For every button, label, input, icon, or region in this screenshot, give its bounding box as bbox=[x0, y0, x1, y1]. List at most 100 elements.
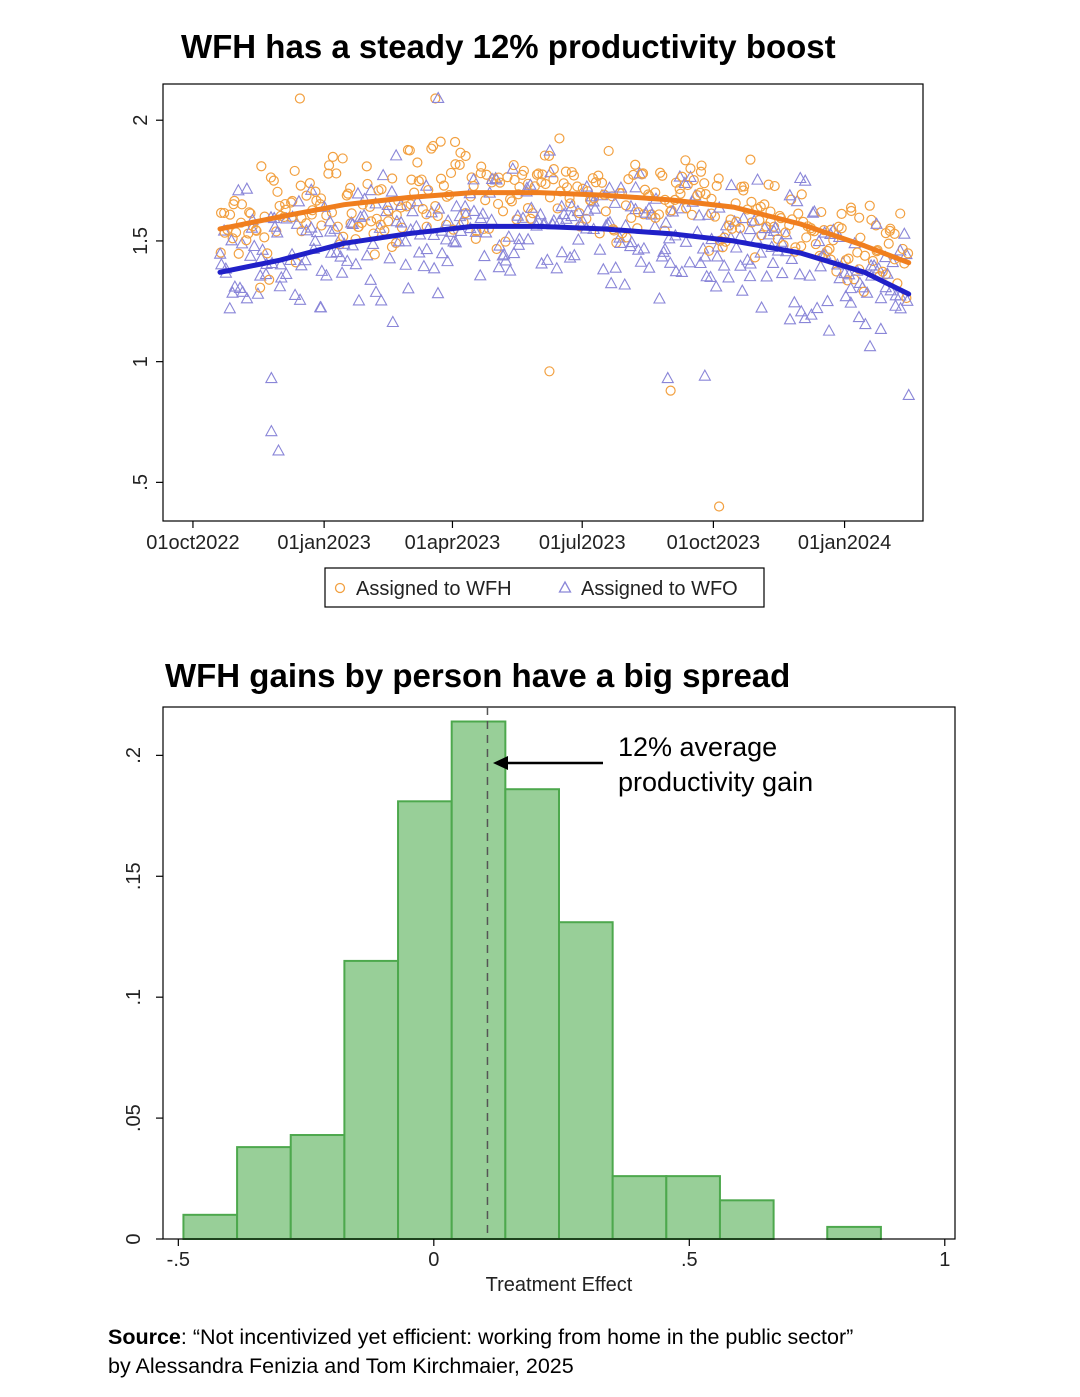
wfo-point bbox=[659, 216, 673, 228]
wfo-point bbox=[881, 267, 894, 279]
wfo-point bbox=[349, 257, 363, 270]
wfo-point bbox=[459, 207, 473, 220]
wfo-point bbox=[352, 293, 366, 306]
wfo-point bbox=[653, 291, 666, 304]
histogram-bar bbox=[558, 921, 614, 1241]
wfo-point bbox=[441, 254, 454, 267]
wfh-point bbox=[637, 168, 649, 179]
wfh-point bbox=[864, 200, 875, 211]
wfo-point bbox=[427, 261, 441, 274]
wfh-point bbox=[497, 206, 509, 217]
annotation-line2: productivity gain bbox=[618, 767, 813, 797]
wfo-point bbox=[534, 207, 547, 220]
wfh-point bbox=[315, 193, 327, 204]
wfo-point bbox=[369, 285, 383, 297]
wfh-point bbox=[475, 168, 486, 179]
wfo-point bbox=[236, 285, 250, 297]
wfh-point bbox=[435, 173, 447, 184]
wfo-point bbox=[629, 202, 642, 215]
wfo-point bbox=[704, 270, 717, 283]
wfo-point bbox=[897, 227, 911, 239]
wfh-point bbox=[450, 159, 461, 170]
wfo-point bbox=[642, 201, 656, 214]
wfo-point bbox=[794, 304, 808, 317]
plot-frame bbox=[162, 83, 924, 522]
histogram-axes: -.5 0 .5 1 0 .05 .1 .15 .2 bbox=[123, 747, 950, 1271]
wfo-point bbox=[330, 245, 344, 258]
wfh-point bbox=[655, 167, 666, 178]
wfh-point bbox=[680, 155, 691, 166]
wfo-point bbox=[743, 269, 757, 282]
wfo-point bbox=[432, 201, 446, 214]
scatter-chart-title: WFH has a steady 12% productivity boost bbox=[181, 28, 836, 65]
wfh-point bbox=[233, 248, 244, 259]
wfh-point bbox=[345, 182, 356, 193]
x-tick-label: 01jan2024 bbox=[798, 532, 891, 554]
wfh-point bbox=[824, 243, 835, 255]
wfh-point bbox=[842, 275, 853, 286]
wfh-point bbox=[793, 208, 804, 219]
histogram-bar bbox=[504, 788, 560, 1241]
wfo-point bbox=[304, 220, 318, 233]
wfo-point bbox=[513, 232, 526, 245]
wfo-point bbox=[623, 239, 637, 252]
wfh-point bbox=[596, 177, 608, 188]
wfh-point bbox=[438, 180, 450, 191]
wfh-point bbox=[895, 208, 906, 219]
wfh-point bbox=[763, 179, 774, 190]
wfo-point bbox=[785, 252, 799, 265]
wfh-point bbox=[391, 210, 402, 221]
wfh-point bbox=[301, 190, 312, 201]
wfh-point bbox=[264, 274, 275, 285]
wfo-point bbox=[389, 148, 403, 161]
histogram-bar bbox=[182, 1213, 239, 1241]
wfh-point bbox=[746, 196, 757, 207]
wfh-point bbox=[883, 238, 894, 249]
wfh-point bbox=[241, 235, 252, 246]
wfh-point bbox=[427, 140, 439, 152]
wfh-point bbox=[508, 159, 519, 171]
wfo-point bbox=[399, 258, 413, 270]
wfo-point bbox=[417, 259, 431, 272]
wfo-point bbox=[507, 246, 521, 259]
histogram-bar bbox=[826, 1225, 882, 1240]
wfh-point bbox=[859, 250, 871, 261]
wfh-point bbox=[822, 245, 833, 257]
wfo-point bbox=[524, 201, 538, 213]
wfo-point bbox=[223, 301, 237, 314]
wfh-point bbox=[739, 181, 750, 192]
histogram-chart: 12% average productivity gain -.5 0 .5 1 0 .0… bbox=[123, 706, 956, 1296]
wfo-point bbox=[603, 181, 616, 193]
wfo-point bbox=[580, 179, 594, 192]
wfo-point bbox=[543, 143, 557, 156]
wfh-point bbox=[695, 166, 707, 177]
wfo-point bbox=[790, 194, 804, 207]
wfh-point bbox=[289, 165, 300, 177]
wfo-point bbox=[798, 311, 812, 324]
wfo-point bbox=[392, 234, 406, 247]
wfh-outlier bbox=[665, 385, 676, 396]
wfh-fit-line bbox=[217, 190, 912, 266]
wfo-point bbox=[323, 214, 337, 227]
wfh-point bbox=[560, 166, 572, 177]
wfo-point bbox=[315, 264, 329, 276]
x-tick-label: 01oct2023 bbox=[667, 532, 760, 554]
wfo-point bbox=[559, 212, 573, 224]
wfo-point bbox=[737, 211, 751, 224]
wfo-point bbox=[683, 255, 697, 268]
wfo-point bbox=[314, 300, 328, 313]
wfh-point bbox=[449, 136, 461, 148]
wfh-point bbox=[426, 143, 437, 154]
wfo-point bbox=[550, 261, 564, 274]
wfh-point bbox=[251, 225, 262, 236]
wfo-point bbox=[323, 224, 337, 237]
wfh-outlier bbox=[544, 366, 555, 377]
wfh-point bbox=[854, 212, 865, 223]
wfh-point bbox=[236, 199, 248, 210]
y-tick-label: 2 bbox=[130, 115, 152, 126]
histogram-chart-title: WFH gains by person have a big spread bbox=[165, 657, 791, 694]
wfh-point bbox=[256, 161, 267, 172]
wfo-point bbox=[565, 199, 579, 212]
wfo-point bbox=[374, 293, 388, 306]
wfo-point bbox=[729, 240, 743, 253]
